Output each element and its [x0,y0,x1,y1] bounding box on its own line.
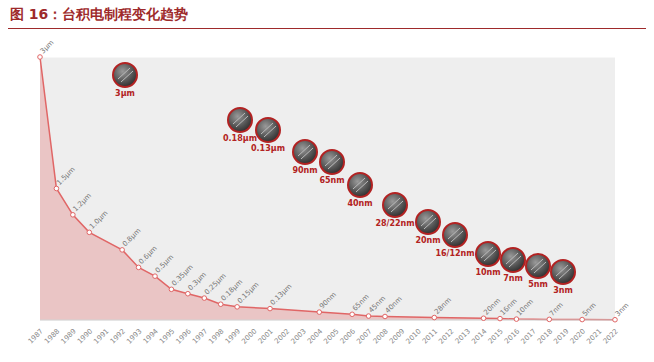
svg-text:2000: 2000 [240,327,258,345]
svg-text:20nm: 20nm [482,297,502,317]
svg-text:10nm: 10nm [515,297,535,317]
svg-text:3μm: 3μm [115,89,135,98]
svg-text:16/12nm: 16/12nm [435,249,474,258]
svg-text:2012: 2012 [437,327,455,345]
svg-text:1999: 1999 [224,327,242,345]
svg-text:2007: 2007 [355,327,373,345]
svg-text:0.5μm: 0.5μm [154,253,176,275]
svg-text:1991: 1991 [92,327,110,345]
svg-text:1.2μm: 1.2μm [72,192,94,214]
svg-text:1997: 1997 [191,327,209,345]
svg-text:0.18μm: 0.18μm [223,134,257,143]
svg-text:20nm: 20nm [415,236,440,245]
svg-text:3nm: 3nm [553,286,573,295]
svg-text:1998: 1998 [207,327,225,345]
svg-text:65nm: 65nm [319,176,344,185]
svg-text:5nm: 5nm [528,280,548,289]
svg-text:2020: 2020 [569,327,587,345]
svg-text:2021: 2021 [585,327,603,345]
svg-text:0.25μm: 0.25μm [203,271,228,297]
svg-text:2019: 2019 [552,327,570,345]
svg-text:2011: 2011 [421,327,439,345]
svg-text:10nm: 10nm [475,268,500,277]
svg-text:1.0μm: 1.0μm [88,209,110,231]
svg-text:2017: 2017 [520,327,538,345]
svg-text:0.8μm: 0.8μm [121,227,143,249]
svg-text:1989: 1989 [60,327,78,345]
svg-text:2015: 2015 [487,327,505,345]
svg-text:1988: 1988 [43,327,61,345]
svg-text:7nm: 7nm [503,274,523,283]
svg-text:3μm: 3μm [39,39,56,56]
svg-text:5nm: 5nm [581,301,598,318]
svg-text:3nm: 3nm [614,301,631,318]
svg-text:45nm: 45nm [367,294,387,314]
svg-text:2018: 2018 [536,327,554,345]
svg-text:16nm: 16nm [499,297,519,317]
svg-text:40nm: 40nm [384,295,404,315]
svg-text:2008: 2008 [372,327,390,345]
svg-text:1995: 1995 [158,327,176,345]
svg-text:0.13μm: 0.13μm [269,282,294,307]
svg-text:0.13μm: 0.13μm [251,144,285,153]
svg-text:2001: 2001 [257,327,275,345]
svg-text:28/22nm: 28/22nm [375,219,414,228]
svg-text:1996: 1996 [175,327,194,346]
svg-text:1990: 1990 [76,327,94,345]
svg-text:0.18μm: 0.18μm [219,278,245,303]
svg-text:2016: 2016 [503,327,522,346]
svg-text:2003: 2003 [290,327,308,345]
svg-text:7nm: 7nm [548,301,565,318]
svg-text:40nm: 40nm [347,199,372,208]
svg-text:2005: 2005 [322,327,340,345]
svg-text:2006: 2006 [339,327,358,346]
svg-text:2009: 2009 [388,327,406,345]
svg-text:1994: 1994 [142,327,161,346]
svg-text:2004: 2004 [306,327,325,346]
svg-text:0.35μm: 0.35μm [170,263,195,288]
svg-text:0.3μm: 0.3μm [186,270,209,293]
svg-text:1993: 1993 [125,327,143,345]
svg-text:1992: 1992 [109,327,127,345]
svg-text:0.15μm: 0.15μm [236,280,261,305]
svg-text:1.5μm: 1.5μm [55,165,77,187]
html-text:图 16：台积电制程变化趋势: 图 16：台积电制程变化趋势 [10,6,189,22]
svg-text:2014: 2014 [470,327,489,346]
svg-text:65nm: 65nm [350,292,371,313]
svg-text:1987: 1987 [27,327,45,345]
svg-text:2010: 2010 [405,327,423,345]
svg-text:28nm: 28nm [433,296,453,316]
svg-text:2022: 2022 [602,327,620,345]
svg-text:0.6μm: 0.6μm [137,244,159,266]
svg-text:2002: 2002 [273,327,291,345]
svg-text:90nm: 90nm [318,290,338,310]
svg-text:90nm: 90nm [292,166,317,175]
svg-text:2013: 2013 [454,327,472,345]
